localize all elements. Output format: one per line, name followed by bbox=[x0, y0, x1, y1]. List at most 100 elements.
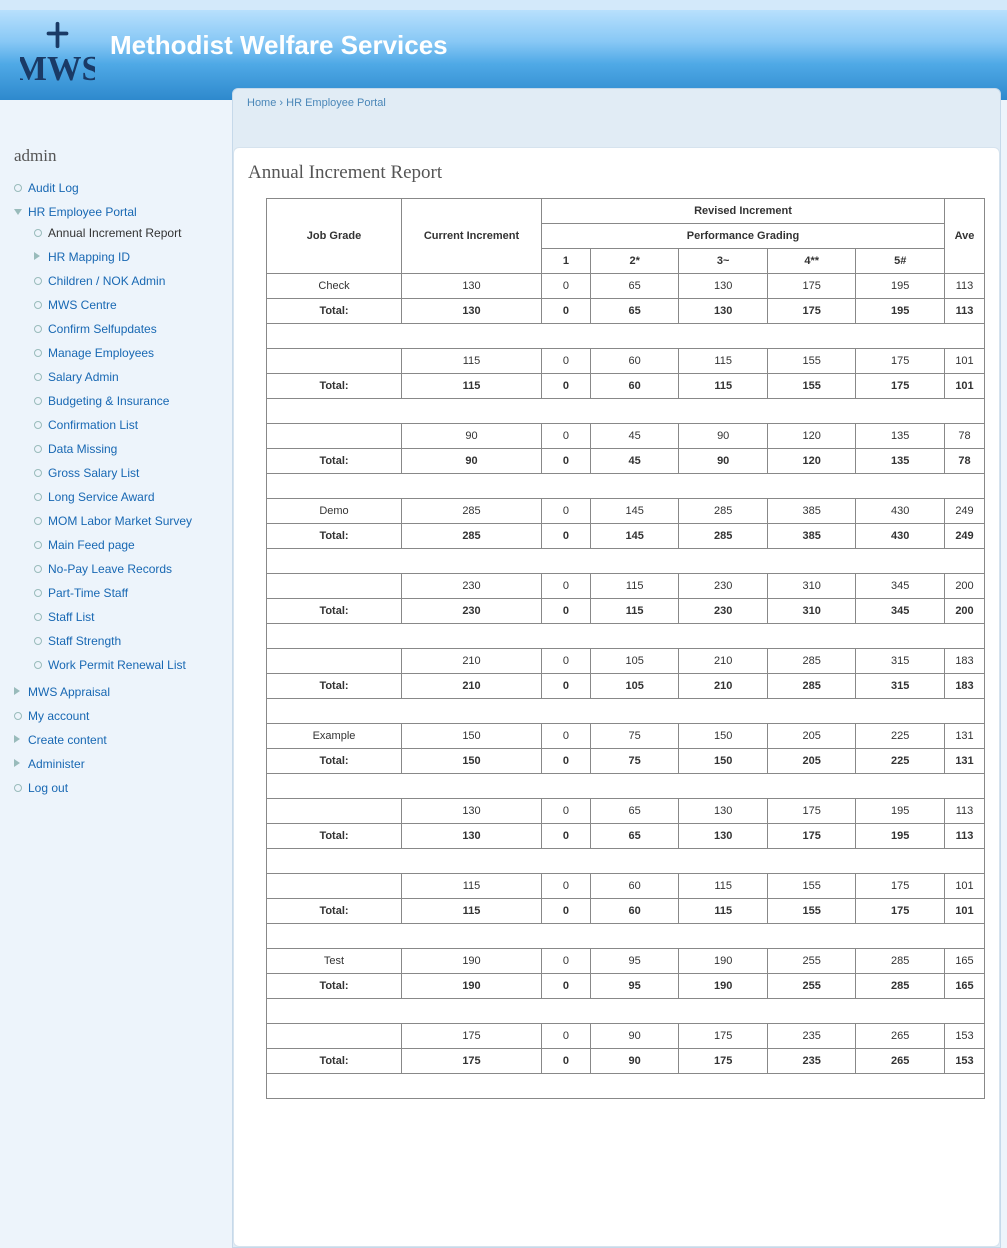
sidebar-link[interactable]: Annual Increment Report bbox=[48, 226, 181, 240]
table-total-row: Total:2300115230310345200 bbox=[267, 599, 985, 624]
table-row: 900459012013578 bbox=[267, 424, 985, 449]
sidebar-item[interactable]: Administer bbox=[14, 752, 216, 776]
sidebar-item[interactable]: Confirm Selfupdates bbox=[34, 317, 216, 341]
sidebar-link[interactable]: Work Permit Renewal List bbox=[48, 658, 186, 672]
table-total-row: Total:130065130175195113 bbox=[267, 824, 985, 849]
sidebar-item[interactable]: Part-Time Staff bbox=[34, 581, 216, 605]
table-row: 2300115230310345200 bbox=[267, 574, 985, 599]
th-revised-increment: Revised Increment bbox=[542, 199, 945, 224]
table-total-row: Total:115060115155175101 bbox=[267, 374, 985, 399]
sidebar-link[interactable]: Confirmation List bbox=[48, 418, 138, 432]
sidebar-item[interactable]: Salary Admin bbox=[34, 365, 216, 389]
table-row: 175090175235265153 bbox=[267, 1024, 985, 1049]
site-title: Methodist Welfare Services bbox=[110, 30, 448, 61]
table-spacer bbox=[267, 399, 985, 424]
sidebar-link[interactable]: Part-Time Staff bbox=[48, 586, 128, 600]
table-row: 115060115155175101 bbox=[267, 349, 985, 374]
table-total-row: Total:190095190255285165 bbox=[267, 974, 985, 999]
sidebar-link[interactable]: Budgeting & Insurance bbox=[48, 394, 169, 408]
sidebar-link[interactable]: My account bbox=[28, 709, 89, 723]
sidebar-link[interactable]: Administer bbox=[28, 757, 85, 771]
th-job-grade: Job Grade bbox=[267, 199, 402, 274]
sidebar-item[interactable]: MOM Labor Market Survey bbox=[34, 509, 216, 533]
table-spacer bbox=[267, 999, 985, 1024]
sidebar-item[interactable]: Data Missing bbox=[34, 437, 216, 461]
sidebar-link[interactable]: Long Service Award bbox=[48, 490, 155, 504]
sidebar-link[interactable]: HR Mapping ID bbox=[48, 250, 130, 264]
table-row: 115060115155175101 bbox=[267, 874, 985, 899]
site-header: MWS Methodist Welfare Services bbox=[0, 0, 1007, 100]
sidebar-item[interactable]: Audit Log bbox=[14, 176, 216, 200]
breadcrumb: Home › HR Employee Portal bbox=[233, 89, 1000, 117]
sidebar-link[interactable]: MOM Labor Market Survey bbox=[48, 514, 192, 528]
breadcrumb-current[interactable]: HR Employee Portal bbox=[286, 97, 386, 109]
breadcrumb-home[interactable]: Home bbox=[247, 97, 276, 109]
table-spacer bbox=[267, 699, 985, 724]
table-row: 130065130175195113 bbox=[267, 799, 985, 824]
sidebar-item[interactable]: MWS Centre bbox=[34, 293, 216, 317]
sidebar-link[interactable]: Manage Employees bbox=[48, 346, 154, 360]
sidebar-link[interactable]: Salary Admin bbox=[48, 370, 119, 384]
table-total-row: Total:2850145285385430249 bbox=[267, 524, 985, 549]
sidebar-item[interactable]: Main Feed page bbox=[34, 533, 216, 557]
table-row: Example150075150205225131 bbox=[267, 724, 985, 749]
sidebar-link[interactable]: MWS Centre bbox=[48, 298, 117, 312]
sidebar-link[interactable]: Audit Log bbox=[28, 181, 79, 195]
sidebar-link[interactable]: Staff List bbox=[48, 610, 94, 624]
table-total-row: Total:150075150205225131 bbox=[267, 749, 985, 774]
table-total-row: Total:900459012013578 bbox=[267, 449, 985, 474]
sidebar-item[interactable]: Manage Employees bbox=[34, 341, 216, 365]
th-ave: Ave bbox=[945, 199, 985, 274]
table-spacer bbox=[267, 1074, 985, 1099]
sidebar-item[interactable]: Long Service Award bbox=[34, 485, 216, 509]
sidebar-link[interactable]: HR Employee Portal bbox=[28, 205, 137, 219]
table-spacer bbox=[267, 924, 985, 949]
sidebar-link[interactable]: Gross Salary List bbox=[48, 466, 139, 480]
table-spacer bbox=[267, 849, 985, 874]
th-perf: 2* bbox=[590, 249, 679, 274]
th-perf: 3~ bbox=[679, 249, 768, 274]
sidebar-item[interactable]: My account bbox=[14, 704, 216, 728]
sidebar-item[interactable]: Create content bbox=[14, 728, 216, 752]
sidebar-item[interactable]: HR Mapping ID bbox=[34, 245, 216, 269]
sidebar-item[interactable]: Children / NOK Admin bbox=[34, 269, 216, 293]
sidebar-link[interactable]: Log out bbox=[28, 781, 68, 795]
sidebar: admin Audit Log HR Employee Portal Annual … bbox=[0, 130, 220, 800]
table-row: 2100105210285315183 bbox=[267, 649, 985, 674]
sidebar-item[interactable]: Annual Increment Report bbox=[34, 221, 216, 245]
table-row: Test190095190255285165 bbox=[267, 949, 985, 974]
table-total-row: Total:175090175235265153 bbox=[267, 1049, 985, 1074]
sidebar-link[interactable]: Staff Strength bbox=[48, 634, 121, 648]
th-perf: 1 bbox=[542, 249, 591, 274]
table-row: Demo2850145285385430249 bbox=[267, 499, 985, 524]
table-spacer bbox=[267, 774, 985, 799]
sidebar-item[interactable]: Staff Strength bbox=[34, 629, 216, 653]
sidebar-item[interactable]: Work Permit Renewal List bbox=[34, 653, 216, 677]
sidebar-item[interactable]: Gross Salary List bbox=[34, 461, 216, 485]
increment-report-table: Job Grade Current Increment Revised Incr… bbox=[266, 198, 985, 1099]
sidebar-link[interactable]: No-Pay Leave Records bbox=[48, 562, 172, 576]
th-perf: 4** bbox=[767, 249, 856, 274]
sidebar-item[interactable]: Confirmation List bbox=[34, 413, 216, 437]
sidebar-item[interactable]: Budgeting & Insurance bbox=[34, 389, 216, 413]
th-current-increment: Current Increment bbox=[402, 199, 542, 274]
sidebar-title: admin bbox=[14, 146, 216, 166]
sidebar-item[interactable]: No-Pay Leave Records bbox=[34, 557, 216, 581]
table-total-row: Total:130065130175195113 bbox=[267, 299, 985, 324]
sidebar-item[interactable]: HR Employee Portal Annual Increment Repor… bbox=[14, 200, 216, 680]
sidebar-item[interactable]: Staff List bbox=[34, 605, 216, 629]
sidebar-link[interactable]: Confirm Selfupdates bbox=[48, 322, 157, 336]
sidebar-link[interactable]: MWS Appraisal bbox=[28, 685, 110, 699]
table-spacer bbox=[267, 624, 985, 649]
sidebar-link[interactable]: Main Feed page bbox=[48, 538, 135, 552]
table-total-row: Total:2100105210285315183 bbox=[267, 674, 985, 699]
table-total-row: Total:115060115155175101 bbox=[267, 899, 985, 924]
th-perf: 5# bbox=[856, 249, 945, 274]
table-spacer bbox=[267, 549, 985, 574]
sidebar-nav: Audit Log HR Employee Portal Annual Increm… bbox=[14, 176, 216, 800]
sidebar-link[interactable]: Create content bbox=[28, 733, 107, 747]
sidebar-link[interactable]: Children / NOK Admin bbox=[48, 274, 165, 288]
sidebar-link[interactable]: Data Missing bbox=[48, 442, 117, 456]
sidebar-item[interactable]: Log out bbox=[14, 776, 216, 800]
sidebar-item[interactable]: MWS Appraisal bbox=[14, 680, 216, 704]
